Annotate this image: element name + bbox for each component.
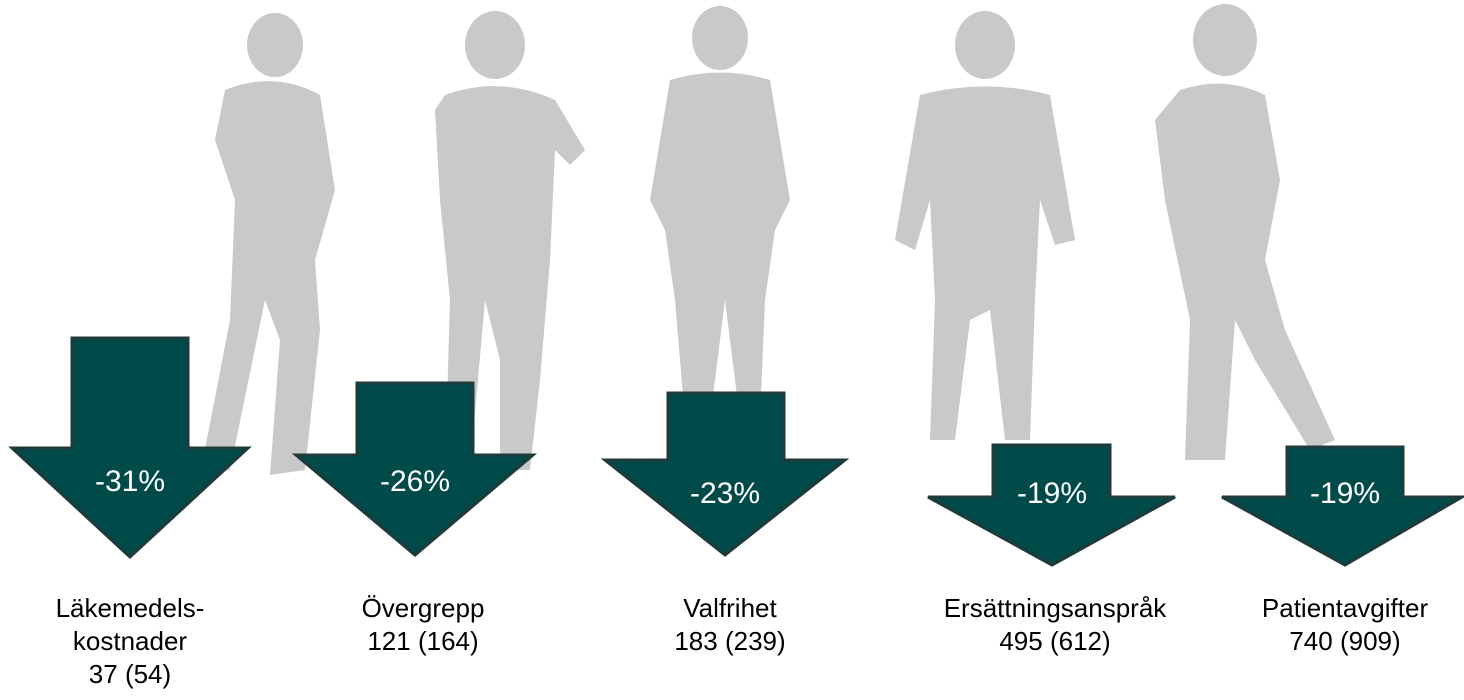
item-counts: 37 (54) xyxy=(89,659,171,689)
change-label: -31% xyxy=(95,465,165,498)
silhouette xyxy=(650,6,790,420)
silhouette xyxy=(200,13,335,475)
change-label: -26% xyxy=(380,465,450,498)
item-name: Patientavgifter xyxy=(1262,593,1429,623)
arrow xyxy=(8,336,252,560)
silhouette xyxy=(1155,4,1335,461)
item-name: Valfrihet xyxy=(683,593,777,623)
item-counts: 740 (909) xyxy=(1289,626,1400,656)
arrow xyxy=(1221,445,1464,567)
change-label: -23% xyxy=(690,477,760,510)
item-name: kostnader xyxy=(73,626,188,656)
arrow xyxy=(291,381,538,557)
item-counts: 183 (239) xyxy=(674,626,785,656)
item-name: Övergrepp xyxy=(362,593,485,623)
item-counts: 121 (164) xyxy=(367,626,478,656)
arrow xyxy=(927,443,1176,567)
silhouette xyxy=(435,11,585,470)
silhouettes xyxy=(200,4,1335,475)
arrow xyxy=(600,391,850,557)
item-name: Ersättningsanspråk xyxy=(944,593,1168,623)
change-label: -19% xyxy=(1017,477,1087,510)
silhouette xyxy=(895,11,1075,440)
change-label: -19% xyxy=(1310,477,1380,510)
item-name: Läkemedels- xyxy=(56,593,205,623)
item-counts: 495 (612) xyxy=(999,626,1110,656)
